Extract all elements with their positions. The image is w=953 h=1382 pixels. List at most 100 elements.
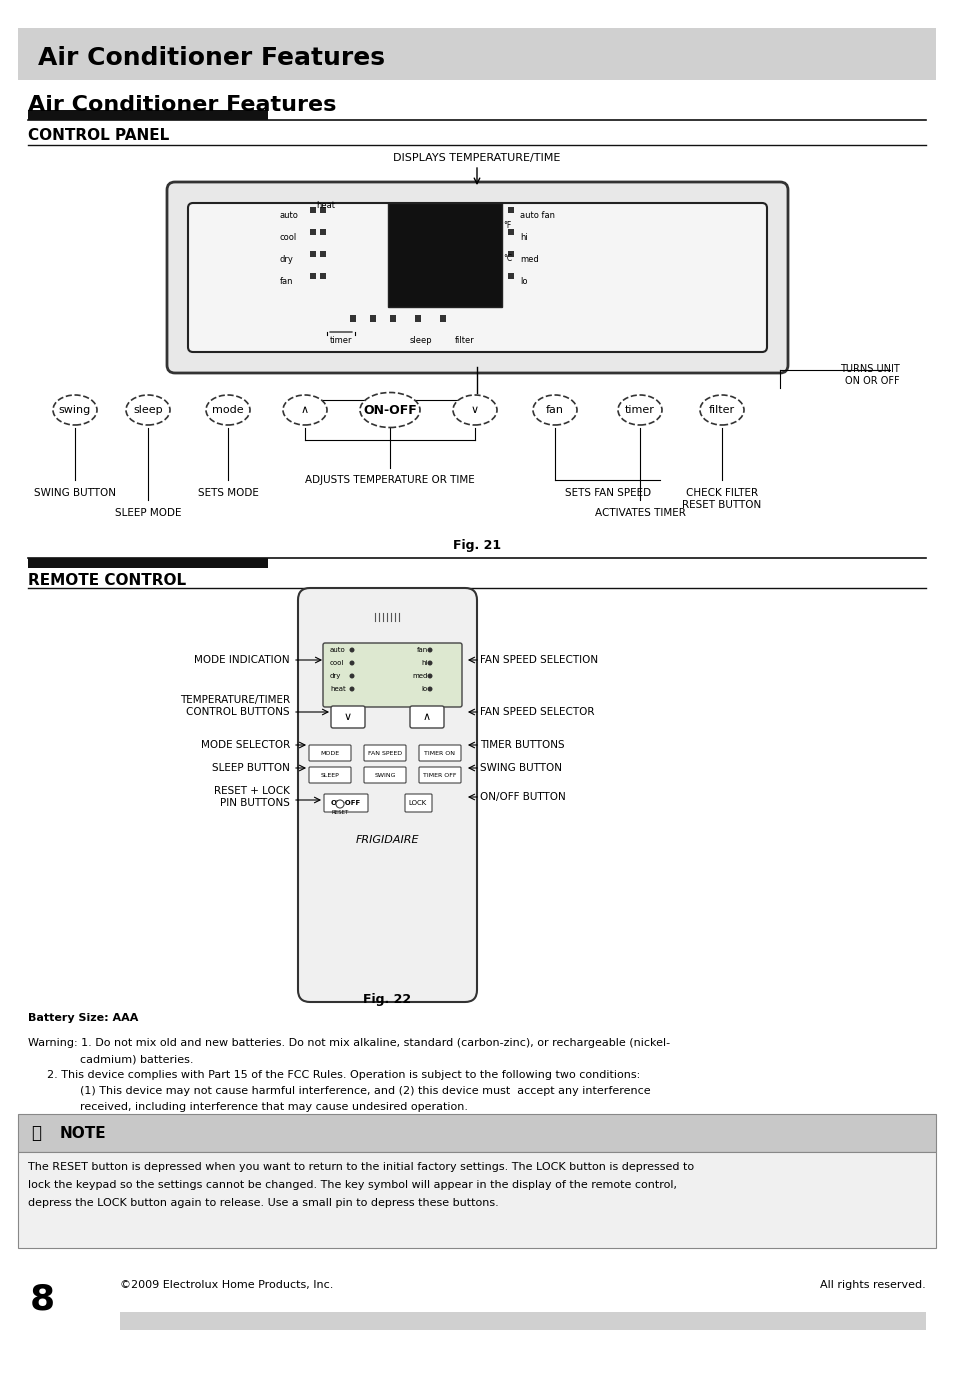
Text: ∨: ∨ — [344, 712, 352, 721]
Ellipse shape — [700, 395, 743, 426]
Bar — [310, 229, 315, 235]
Bar — [310, 207, 315, 213]
Text: sleep: sleep — [133, 405, 163, 415]
Text: 8: 8 — [30, 1282, 54, 1317]
Text: TIMER OFF: TIMER OFF — [423, 773, 456, 778]
Text: CHECK FILTER
RESET BUTTON: CHECK FILTER RESET BUTTON — [681, 488, 760, 510]
Text: SLEEP: SLEEP — [320, 773, 339, 778]
Text: Air Conditioner Features: Air Conditioner Features — [38, 46, 385, 70]
Bar — [507, 274, 514, 279]
Bar — [415, 315, 420, 322]
Text: 2. This device complies with Part 15 of the FCC Rules. Operation is subject to t: 2. This device complies with Part 15 of … — [47, 1070, 639, 1079]
FancyBboxPatch shape — [297, 587, 476, 1002]
Text: med: med — [413, 673, 428, 679]
Text: FRIGIDAIRE: FRIGIDAIRE — [355, 835, 418, 844]
Text: ∧: ∧ — [300, 405, 309, 415]
Text: auto: auto — [280, 210, 298, 220]
Text: hi: hi — [421, 661, 428, 666]
Bar — [507, 229, 514, 235]
Text: °C: °C — [502, 253, 512, 263]
Bar — [370, 315, 375, 322]
Ellipse shape — [53, 395, 97, 426]
Text: cadmium) batteries.: cadmium) batteries. — [80, 1054, 193, 1064]
FancyBboxPatch shape — [120, 1312, 925, 1329]
Bar — [350, 315, 355, 322]
FancyBboxPatch shape — [410, 706, 443, 728]
FancyBboxPatch shape — [331, 706, 365, 728]
Circle shape — [427, 687, 432, 691]
Text: ADJUSTS TEMPERATURE OR TIME: ADJUSTS TEMPERATURE OR TIME — [305, 475, 475, 485]
Bar — [319, 252, 326, 257]
Text: dry: dry — [330, 673, 341, 679]
Text: SWING BUTTON: SWING BUTTON — [479, 763, 561, 773]
FancyBboxPatch shape — [405, 795, 432, 813]
Text: RESET: RESET — [331, 810, 348, 814]
Text: RESET + LOCK
PIN BUTTONS: RESET + LOCK PIN BUTTONS — [213, 786, 290, 808]
Text: heat: heat — [315, 200, 335, 210]
Circle shape — [427, 661, 432, 666]
Text: ACTIVATES TIMER: ACTIVATES TIMER — [594, 509, 684, 518]
Text: fan: fan — [280, 276, 294, 286]
Text: sleep: sleep — [410, 336, 432, 344]
Text: auto: auto — [330, 647, 345, 654]
Text: FAN SPEED SELECTOR: FAN SPEED SELECTOR — [479, 708, 594, 717]
Text: The RESET button is depressed when you want to return to the initial factory set: The RESET button is depressed when you w… — [28, 1162, 694, 1172]
Text: REMOTE CONTROL: REMOTE CONTROL — [28, 572, 186, 587]
Circle shape — [349, 661, 355, 666]
FancyBboxPatch shape — [364, 745, 406, 761]
Text: fan: fan — [545, 405, 563, 415]
Bar — [310, 274, 315, 279]
Bar — [390, 315, 395, 322]
Text: ON-OFF: ON-OFF — [331, 800, 361, 806]
Text: ∧: ∧ — [422, 712, 431, 721]
FancyBboxPatch shape — [309, 745, 351, 761]
Ellipse shape — [618, 395, 661, 426]
Circle shape — [349, 673, 355, 679]
Bar — [319, 274, 326, 279]
Text: TIMER ON: TIMER ON — [424, 750, 455, 756]
Text: Battery Size: AAA: Battery Size: AAA — [28, 1013, 138, 1023]
FancyBboxPatch shape — [323, 643, 461, 708]
FancyBboxPatch shape — [324, 795, 368, 813]
Text: fan: fan — [416, 647, 428, 654]
Text: MODE INDICATION: MODE INDICATION — [194, 655, 290, 665]
Text: NOTE: NOTE — [60, 1125, 107, 1140]
Text: FAN SPEED: FAN SPEED — [368, 750, 401, 756]
Text: TURNS UNIT
ON OR OFF: TURNS UNIT ON OR OFF — [840, 365, 899, 386]
Text: SLEEP MODE: SLEEP MODE — [114, 509, 181, 518]
Text: (1) This device may not cause harmful interference, and (2) this device must  ac: (1) This device may not cause harmful in… — [80, 1086, 650, 1096]
Text: Air Conditioner Features: Air Conditioner Features — [28, 95, 336, 115]
Text: lock the keypad so the settings cannot be changed. The key symbol will appear in: lock the keypad so the settings cannot b… — [28, 1180, 677, 1190]
Circle shape — [335, 800, 344, 808]
FancyBboxPatch shape — [188, 203, 766, 352]
Text: cool: cool — [330, 661, 344, 666]
FancyBboxPatch shape — [309, 767, 351, 784]
Circle shape — [427, 648, 432, 652]
Text: 🔑: 🔑 — [30, 1124, 41, 1142]
Text: MODE SELECTOR: MODE SELECTOR — [200, 739, 290, 750]
FancyBboxPatch shape — [18, 1114, 935, 1153]
Text: med: med — [519, 254, 538, 264]
Bar — [319, 207, 326, 213]
Text: TEMPERATURE/TIMER
CONTROL BUTTONS: TEMPERATURE/TIMER CONTROL BUTTONS — [180, 695, 290, 717]
FancyBboxPatch shape — [418, 745, 460, 761]
Text: FAN SPEED SELECTION: FAN SPEED SELECTION — [479, 655, 598, 665]
Text: Fig. 21: Fig. 21 — [453, 539, 500, 551]
Text: SETS FAN SPEED: SETS FAN SPEED — [564, 488, 650, 498]
FancyBboxPatch shape — [388, 203, 501, 307]
Text: filter: filter — [708, 405, 735, 415]
Ellipse shape — [453, 395, 497, 426]
Text: timer: timer — [330, 336, 352, 344]
Text: ©2009 Electrolux Home Products, Inc.: ©2009 Electrolux Home Products, Inc. — [120, 1280, 333, 1289]
Text: cool: cool — [280, 232, 297, 242]
Text: SWING BUTTON: SWING BUTTON — [34, 488, 116, 498]
Text: Fig. 22: Fig. 22 — [362, 994, 411, 1006]
Text: LOCK: LOCK — [409, 800, 427, 806]
Ellipse shape — [359, 392, 419, 427]
Ellipse shape — [533, 395, 577, 426]
Text: lo: lo — [519, 276, 527, 286]
Text: SWING: SWING — [374, 773, 395, 778]
Text: SLEEP BUTTON: SLEEP BUTTON — [212, 763, 290, 773]
Ellipse shape — [206, 395, 250, 426]
Text: hi: hi — [519, 232, 527, 242]
